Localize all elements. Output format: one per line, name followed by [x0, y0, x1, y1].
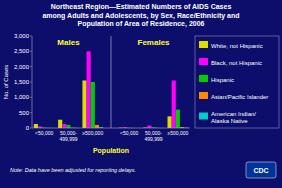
- text-line: <50,000: [35, 130, 53, 136]
- legend-label: White, not Hispanic: [211, 43, 263, 49]
- legend-swatch: [199, 41, 208, 48]
- bar: [87, 51, 91, 128]
- chart: Northeast Region—Estimated Numbers of AI…: [0, 0, 282, 188]
- y-axis-label: No. of Cases: [3, 65, 9, 100]
- group-label: Males: [57, 38, 80, 47]
- y-tick-label: 1,000: [14, 94, 30, 100]
- y-tick: [30, 66, 32, 67]
- bar: [58, 120, 62, 128]
- x-tick-label: ≥500,000: [167, 130, 188, 136]
- text-line: among Adults and Adolescents, by Sex, Ra…: [42, 12, 239, 20]
- bar: [62, 124, 66, 128]
- x-axis: [32, 128, 190, 129]
- x-tick-label: <50,000: [120, 130, 138, 136]
- x-tick-label: ≥500,000: [82, 130, 103, 136]
- text-line: White, not Hispanic: [211, 43, 263, 49]
- bar: [176, 110, 180, 128]
- y-tick: [30, 97, 32, 98]
- y-tick-label: 500: [19, 110, 30, 116]
- bar: [168, 116, 172, 128]
- y-tick-label: 1,500: [14, 79, 30, 85]
- legend-label: Black, not Hispanic: [211, 60, 262, 66]
- bar: [91, 82, 95, 128]
- y-tick-label: 3,000: [14, 33, 30, 39]
- y-tick: [30, 82, 32, 83]
- y-tick: [30, 112, 32, 113]
- bar: [66, 125, 70, 128]
- bar: [147, 126, 151, 128]
- bar: [95, 125, 99, 128]
- divider: [111, 36, 112, 128]
- legend-label: Hispanic: [211, 77, 234, 83]
- legend-swatch: [199, 113, 208, 120]
- bar: [34, 124, 38, 128]
- text-line: ≥500,000: [167, 130, 188, 136]
- legend-label: American Indian/Alaska Native: [211, 111, 256, 124]
- logo-badge: [246, 162, 276, 178]
- y-tick-label: 2,500: [14, 48, 30, 54]
- bar: [82, 80, 86, 128]
- text-line: ≥500,000: [82, 130, 103, 136]
- text-line: American Indian/: [211, 111, 256, 117]
- x-tick-label: <50,000: [35, 130, 53, 136]
- legend-swatch: [199, 92, 208, 99]
- logo-text: CDC: [253, 167, 268, 174]
- text-line: Black, not Hispanic: [211, 60, 262, 66]
- text-line: Asian/Pacific Islander: [211, 94, 268, 100]
- legend-swatch: [199, 75, 208, 82]
- bar: [172, 80, 176, 128]
- background: [0, 0, 282, 188]
- x-axis-label: Population: [93, 147, 129, 155]
- x-tick-label: 50,000-499,999: [144, 130, 162, 142]
- text-line: <50,000: [120, 130, 138, 136]
- title: Northeast Region—Estimated Numbers of AI…: [42, 3, 239, 28]
- legend-box: [195, 36, 279, 128]
- group-label: Females: [138, 38, 171, 47]
- text-line: Population of Area of Residence, 2006: [78, 20, 205, 28]
- y-tick: [30, 128, 32, 129]
- y-tick-label: 0: [26, 125, 30, 131]
- x-tick-label: 50,000-499,999: [59, 130, 77, 142]
- text-line: Alaska Native: [211, 118, 248, 124]
- legend-swatch: [199, 58, 208, 65]
- note: Note: Data have been adjusted for report…: [10, 167, 136, 173]
- y-tick: [30, 51, 32, 52]
- text-line: Northeast Region—Estimated Numbers of AI…: [51, 3, 232, 11]
- text-line: 499,999: [144, 136, 162, 142]
- y-tick: [30, 36, 32, 37]
- legend-label: Asian/Pacific Islander: [211, 94, 268, 100]
- text-line: 499,999: [59, 136, 77, 142]
- y-tick-label: 2,000: [14, 64, 30, 70]
- text-line: Hispanic: [211, 77, 234, 83]
